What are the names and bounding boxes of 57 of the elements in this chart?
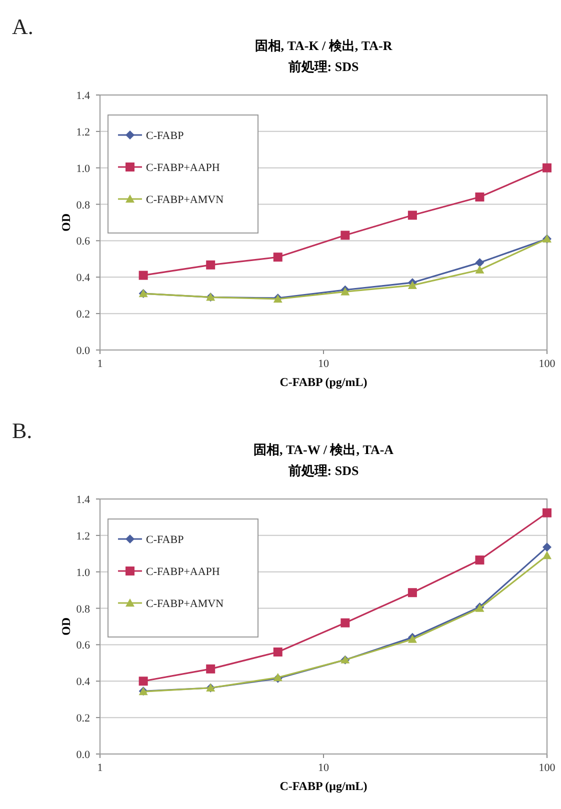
point [542, 163, 552, 172]
point [408, 280, 417, 289]
chart-title: 固相, TA-W / 検出, TA-A [253, 442, 394, 457]
text: B. [12, 418, 32, 443]
x-axis-title: C-FABP (pg/mL) [280, 375, 368, 389]
y-axis-title: OD [59, 617, 73, 636]
chart-title: 固相, TA-K / 検出, TA-R [254, 38, 393, 53]
y-tick-label: 1.0 [76, 162, 90, 175]
chart-subtitle: 前処理: SDS [287, 59, 359, 74]
x-tick-label: 100 [538, 762, 556, 774]
legend-label: C-FABP+AMVN [146, 194, 224, 206]
x-tick-label: 10 [318, 358, 330, 370]
y-tick-label: 0.0 [76, 345, 90, 357]
point [542, 550, 552, 560]
legend-label: C-FABP+AMVN [146, 598, 224, 610]
point [273, 648, 282, 656]
point [138, 676, 148, 686]
y-tick-label: 0.8 [76, 199, 90, 212]
point [138, 270, 148, 280]
point [340, 618, 350, 628]
point [475, 192, 484, 202]
y-tick-label: 0.2 [76, 308, 90, 321]
y-tick-label: 0.4 [76, 676, 90, 688]
x-tick-label: 1 [97, 358, 103, 370]
y-axis-title: OD [59, 213, 73, 232]
y-tick-label: 1.2 [76, 530, 90, 542]
y-tick-label: 0.2 [76, 712, 90, 725]
y-tick-label: 0.8 [76, 603, 90, 616]
point [475, 265, 484, 274]
x-tick-label: 10 [318, 762, 330, 774]
legend-label: C-FABP+AAPH [146, 566, 220, 578]
x-tick-label: 1 [97, 762, 103, 774]
point [475, 556, 484, 565]
point [408, 588, 417, 598]
point [206, 664, 216, 674]
y-tick-label: 1.4 [76, 90, 90, 102]
point [206, 260, 216, 270]
legend-label: C-FABP [146, 534, 184, 546]
y-tick-label: 0.4 [76, 272, 90, 284]
point [542, 542, 552, 552]
y-tick-label: 1.0 [76, 566, 90, 579]
legend-label: C-FABP [146, 130, 184, 142]
y-tick-label: 0.0 [76, 749, 90, 761]
y-tick-label: 0.6 [76, 236, 90, 248]
y-tick-label: 1.4 [76, 494, 90, 506]
point [408, 210, 417, 220]
point [273, 252, 282, 262]
x-tick-label: 100 [538, 358, 556, 370]
text: A. [12, 14, 34, 39]
point [340, 230, 350, 240]
y-tick-label: 1.2 [76, 126, 90, 138]
point [542, 508, 552, 518]
chart-subtitle: 前処理: SDS [287, 463, 359, 478]
y-tick-label: 0.6 [76, 640, 90, 652]
x-axis-title: C-FABP (μg/mL) [280, 779, 368, 793]
point [475, 258, 484, 268]
legend-label: C-FABP+AAPH [146, 162, 220, 174]
